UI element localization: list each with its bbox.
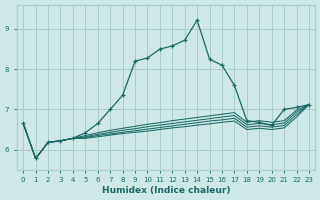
X-axis label: Humidex (Indice chaleur): Humidex (Indice chaleur) xyxy=(102,186,230,195)
